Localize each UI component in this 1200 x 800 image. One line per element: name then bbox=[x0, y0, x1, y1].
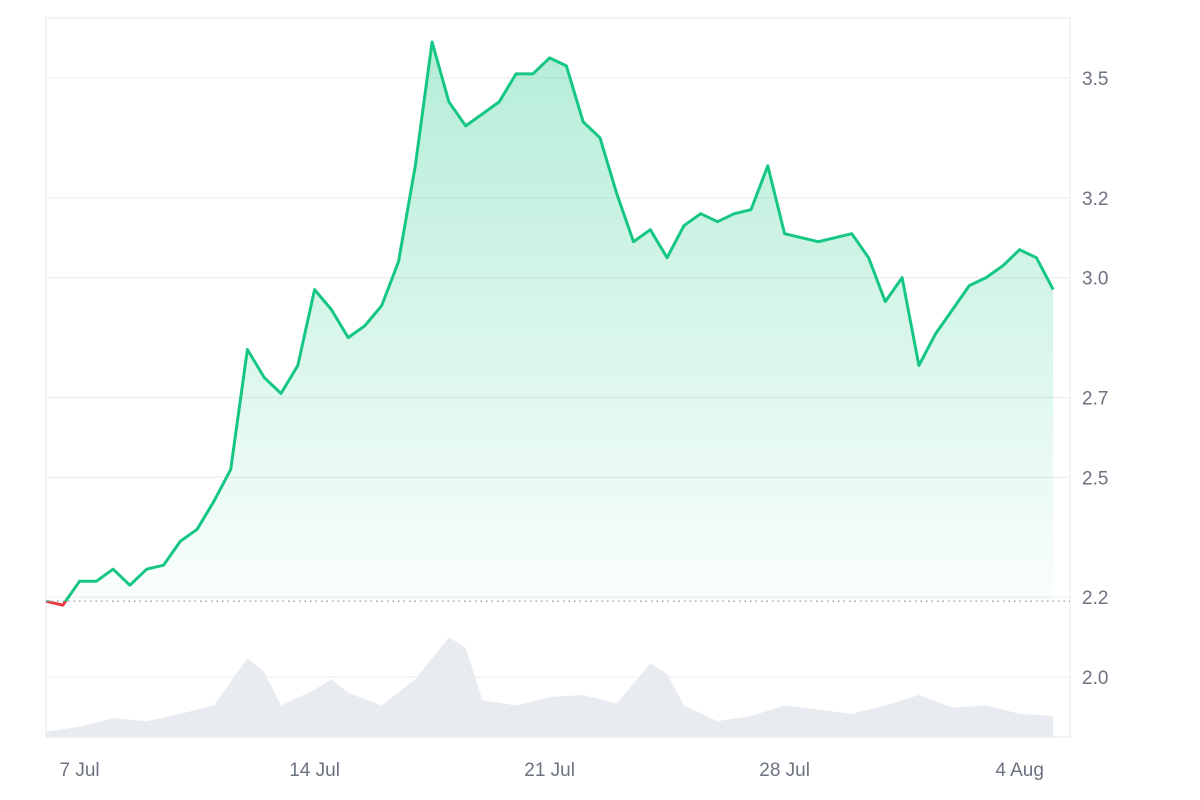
x-tick-label: 21 Jul bbox=[524, 760, 575, 781]
price-area-fill bbox=[65, 42, 1054, 602]
x-tick-label: 28 Jul bbox=[759, 760, 810, 781]
x-tick-label: 14 Jul bbox=[289, 760, 340, 781]
y-tick-label: 3.0 bbox=[1082, 269, 1108, 290]
y-tick-label: 2.7 bbox=[1082, 388, 1108, 409]
y-tick-label: 2.5 bbox=[1082, 468, 1108, 489]
x-tick-label: 4 Aug bbox=[995, 760, 1044, 781]
y-tick-label: 3.2 bbox=[1082, 189, 1108, 210]
y-tick-label: 2.2 bbox=[1082, 588, 1108, 609]
area-fill-shape bbox=[65, 42, 1054, 602]
y-tick-label: 2.0 bbox=[1082, 668, 1108, 689]
price-line-up bbox=[46, 40, 1055, 602]
volume-area bbox=[46, 637, 1054, 737]
x-tick-label: 7 Jul bbox=[60, 760, 100, 781]
y-tick-label: 3.5 bbox=[1082, 69, 1108, 90]
y-axis-tick-labels: 2.0 2.2 2.5 2.7 3.0 3.2 3.5 bbox=[1082, 69, 1108, 689]
price-line bbox=[45, 40, 1055, 607]
x-axis-tick-labels: 7 Jul 14 Jul 21 Jul 28 Jul 4 Aug bbox=[60, 760, 1044, 781]
volume-shape bbox=[46, 637, 1054, 737]
